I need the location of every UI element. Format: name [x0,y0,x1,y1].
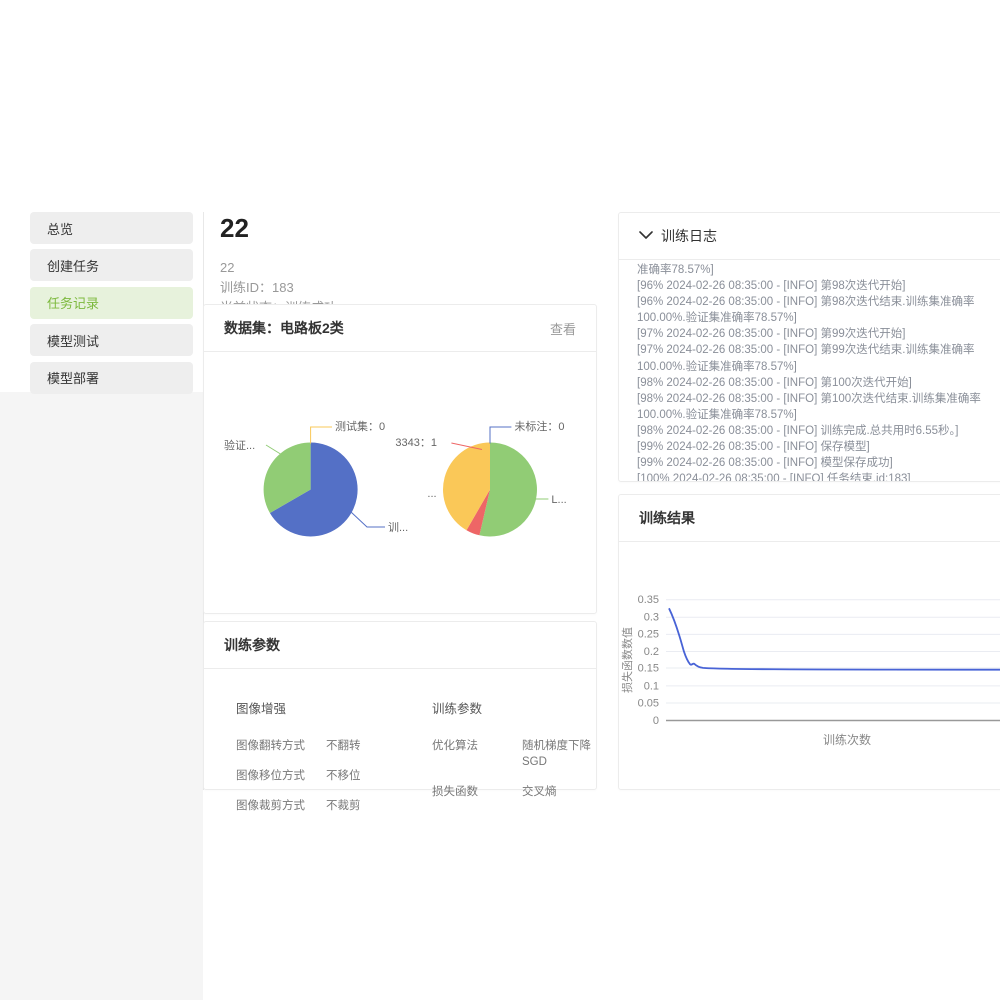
svg-text:未标注：0: 未标注：0 [514,419,564,433]
svg-text:0.05: 0.05 [638,698,659,710]
svg-text:3343：1: 3343：1 [395,437,437,449]
svg-text:损失函数数值: 损失函数数值 [620,627,634,693]
svg-text:L...: L... [551,494,566,506]
svg-text:0.15: 0.15 [638,663,659,675]
svg-text:0: 0 [653,715,659,727]
svg-text:训...: 训... [388,521,408,534]
svg-text:...: ... [427,488,436,500]
svg-text:0.35: 0.35 [638,594,659,606]
svg-text:验证...: 验证... [224,438,255,452]
svg-text:0.1: 0.1 [644,681,659,693]
svg-text:0.2: 0.2 [644,646,659,658]
svg-text:0.25: 0.25 [638,629,659,641]
svg-text:0.3: 0.3 [644,612,659,624]
svg-text:测试集：0: 测试集：0 [335,419,385,433]
svg-text:训练次数: 训练次数 [823,732,871,747]
